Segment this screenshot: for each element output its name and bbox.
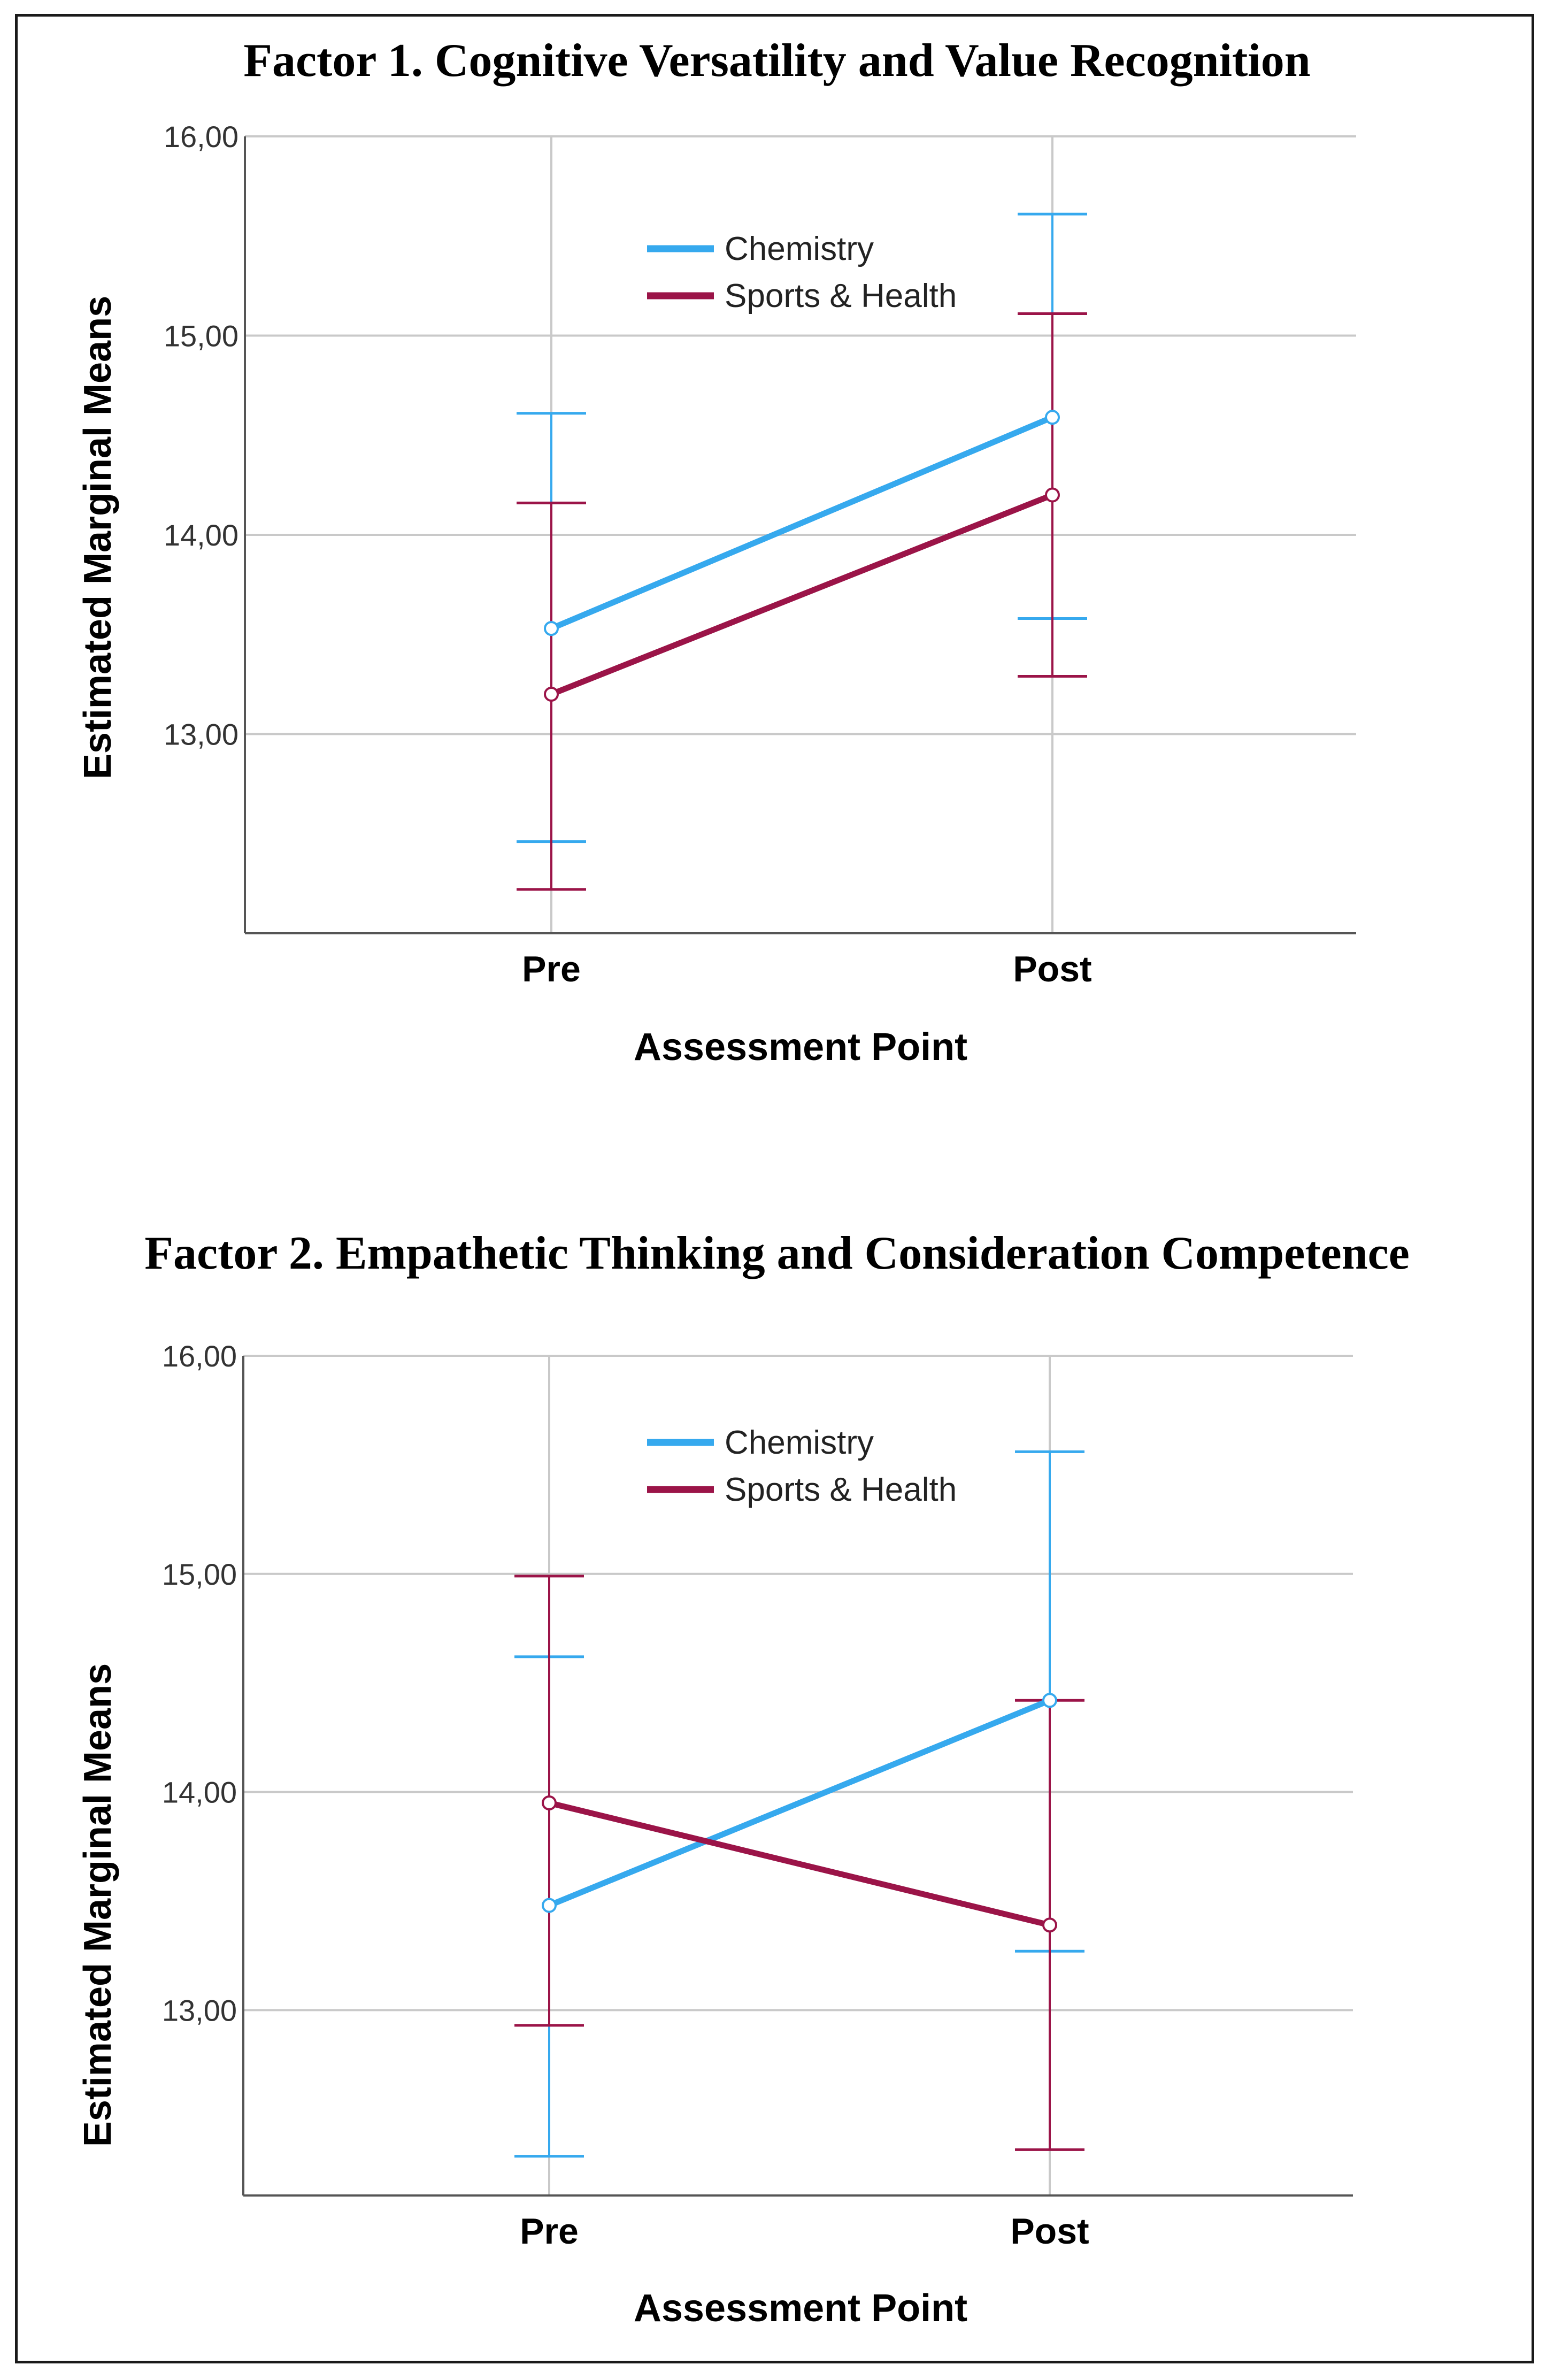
figure-frame (15, 14, 1534, 2363)
data-point-0 (542, 1898, 557, 1913)
y-axis-label: Estimated Marginal Means (76, 1663, 119, 2147)
data-point-0 (1042, 1693, 1057, 1708)
series-line-1 (548, 492, 1056, 697)
plot-area: 13,00 14,00 15,00 16,00 Pre Post Chemistry Spor… (164, 120, 1356, 989)
series-line-0 (546, 1697, 1053, 1909)
data-point-1 (544, 687, 559, 702)
x-tick-label: Pre (522, 949, 581, 989)
series-line-0 (548, 414, 1056, 632)
data-point-0 (544, 621, 559, 636)
data-point-1 (1045, 487, 1060, 503)
y-axis-label: Estimated Marginal Means (76, 296, 119, 779)
chart-factor-2: Factor 2. Empathetic Thinking and Consid… (76, 1227, 1410, 2330)
data-point-0 (1045, 410, 1060, 425)
x-tick-label: Post (1013, 949, 1091, 989)
legend-label-1: Sports & Health (725, 278, 957, 314)
y-tick-label: 16,00 (162, 1339, 237, 1373)
x-tick-label: Pre (520, 2211, 579, 2252)
x-axis-label: Assessment Point (634, 2287, 967, 2330)
legend-label-0: Chemistry (725, 231, 874, 267)
x-tick-label: Post (1010, 2211, 1089, 2252)
chart-title: Factor 1. Cognitive Versatility and Valu… (243, 35, 1311, 87)
legend-label-0: Chemistry (725, 1424, 874, 1461)
y-tick-label: 14,00 (162, 1776, 237, 1809)
data-point-1 (542, 1795, 557, 1810)
y-tick-label: 15,00 (162, 1557, 237, 1591)
plot-area: 13,00 14,00 15,00 16,00 Pre Post Chemistry Spor… (162, 1339, 1353, 2252)
y-tick-label: 13,00 (164, 718, 239, 751)
y-tick-label: 15,00 (164, 319, 239, 353)
x-axis-label: Assessment Point (634, 1026, 967, 1069)
series-line-1 (546, 1800, 1053, 1928)
y-tick-label: 13,00 (162, 1993, 237, 2027)
y-tick-label: 16,00 (164, 120, 239, 153)
legend-label-1: Sports & Health (725, 1471, 957, 1508)
y-tick-label: 14,00 (164, 518, 239, 552)
chart-title: Factor 2. Empathetic Thinking and Consid… (144, 1227, 1410, 1279)
data-point-1 (1042, 1917, 1057, 1933)
chart-factor-1: Factor 1. Cognitive Versatility and Valu… (76, 35, 1356, 1069)
